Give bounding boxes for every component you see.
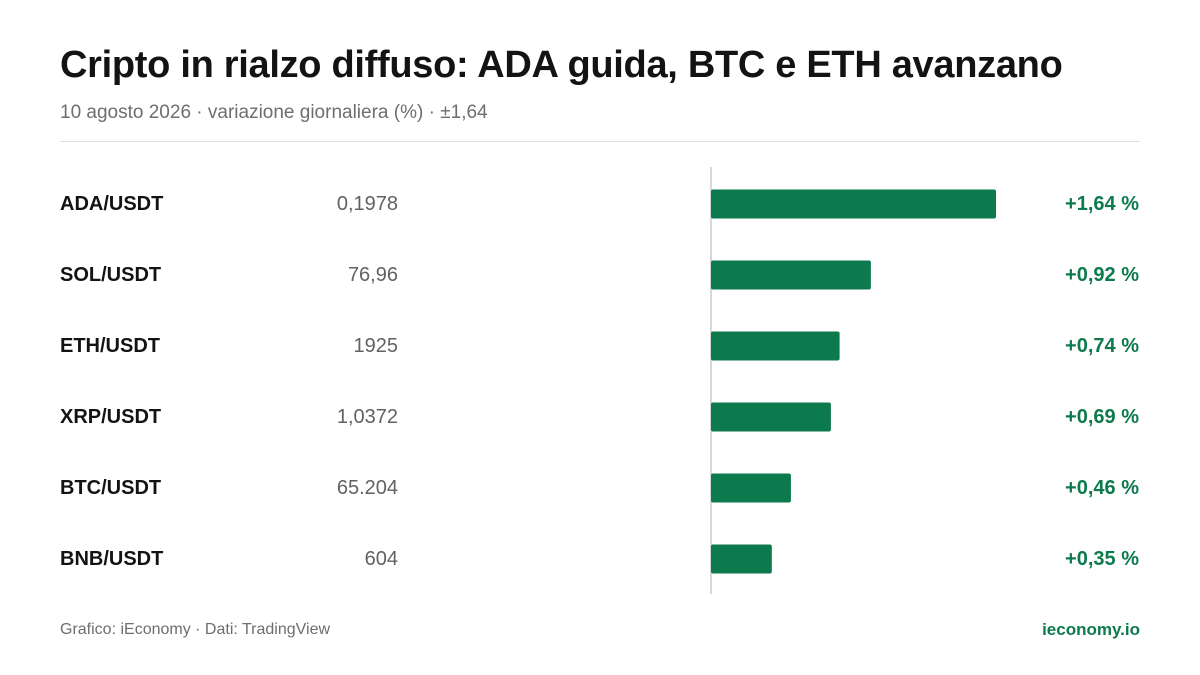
bar [711, 402, 831, 432]
bar [711, 331, 840, 361]
chart-row: ADA/USDT 0,1978 +1,64 % [60, 189, 1139, 219]
pair-label: ETH/USDT [60, 335, 160, 357]
percent-change-label: +0,46 % [1065, 477, 1139, 499]
percent-change-label: +0,92 % [1065, 264, 1139, 286]
price-label: 604 [365, 548, 398, 570]
pair-label: ADA/USDT [60, 193, 163, 215]
chart-subtitle: 10 agosto 2026 · variazione giornaliera … [60, 102, 488, 123]
percent-change-label: +0,69 % [1065, 406, 1139, 428]
chart-row: BTC/USDT 65.204 +0,46 % [60, 473, 1139, 503]
chart-title: Cripto in rialzo diffuso: ADA guida, BTC… [60, 44, 1063, 86]
percent-change-label: +0,74 % [1065, 335, 1139, 357]
chart-rows: ADA/USDT 0,1978 +1,64 % SOL/USDT 76,96 +0,92 … [60, 189, 1139, 574]
percent-change-label: +1,64 % [1065, 193, 1139, 215]
chart-row: ETH/USDT 1925 +0,74 % [60, 331, 1139, 361]
price-label: 0,1978 [337, 193, 398, 215]
price-label: 65.204 [337, 477, 398, 499]
bar [711, 260, 871, 290]
bar [711, 189, 996, 219]
bar [711, 473, 791, 503]
price-label: 76,96 [348, 264, 398, 286]
footer-brand-link[interactable]: ieconomy.io [1042, 620, 1140, 639]
percent-change-label: +0,35 % [1065, 548, 1139, 570]
chart-row: SOL/USDT 76,96 +0,92 % [60, 260, 1139, 290]
pair-label: SOL/USDT [60, 264, 161, 286]
price-label: 1925 [354, 335, 399, 357]
pair-label: BTC/USDT [60, 477, 161, 499]
bar [711, 544, 772, 574]
header-divider [60, 141, 1140, 142]
pair-label: BNB/USDT [60, 548, 163, 570]
pair-label: XRP/USDT [60, 406, 161, 428]
chart-row: XRP/USDT 1,0372 +0,69 % [60, 402, 1139, 432]
chart-row: BNB/USDT 604 +0,35 % [60, 544, 1139, 574]
price-label: 1,0372 [337, 406, 398, 428]
footer-source: Grafico: iEconomy · Dati: TradingView [60, 621, 331, 638]
